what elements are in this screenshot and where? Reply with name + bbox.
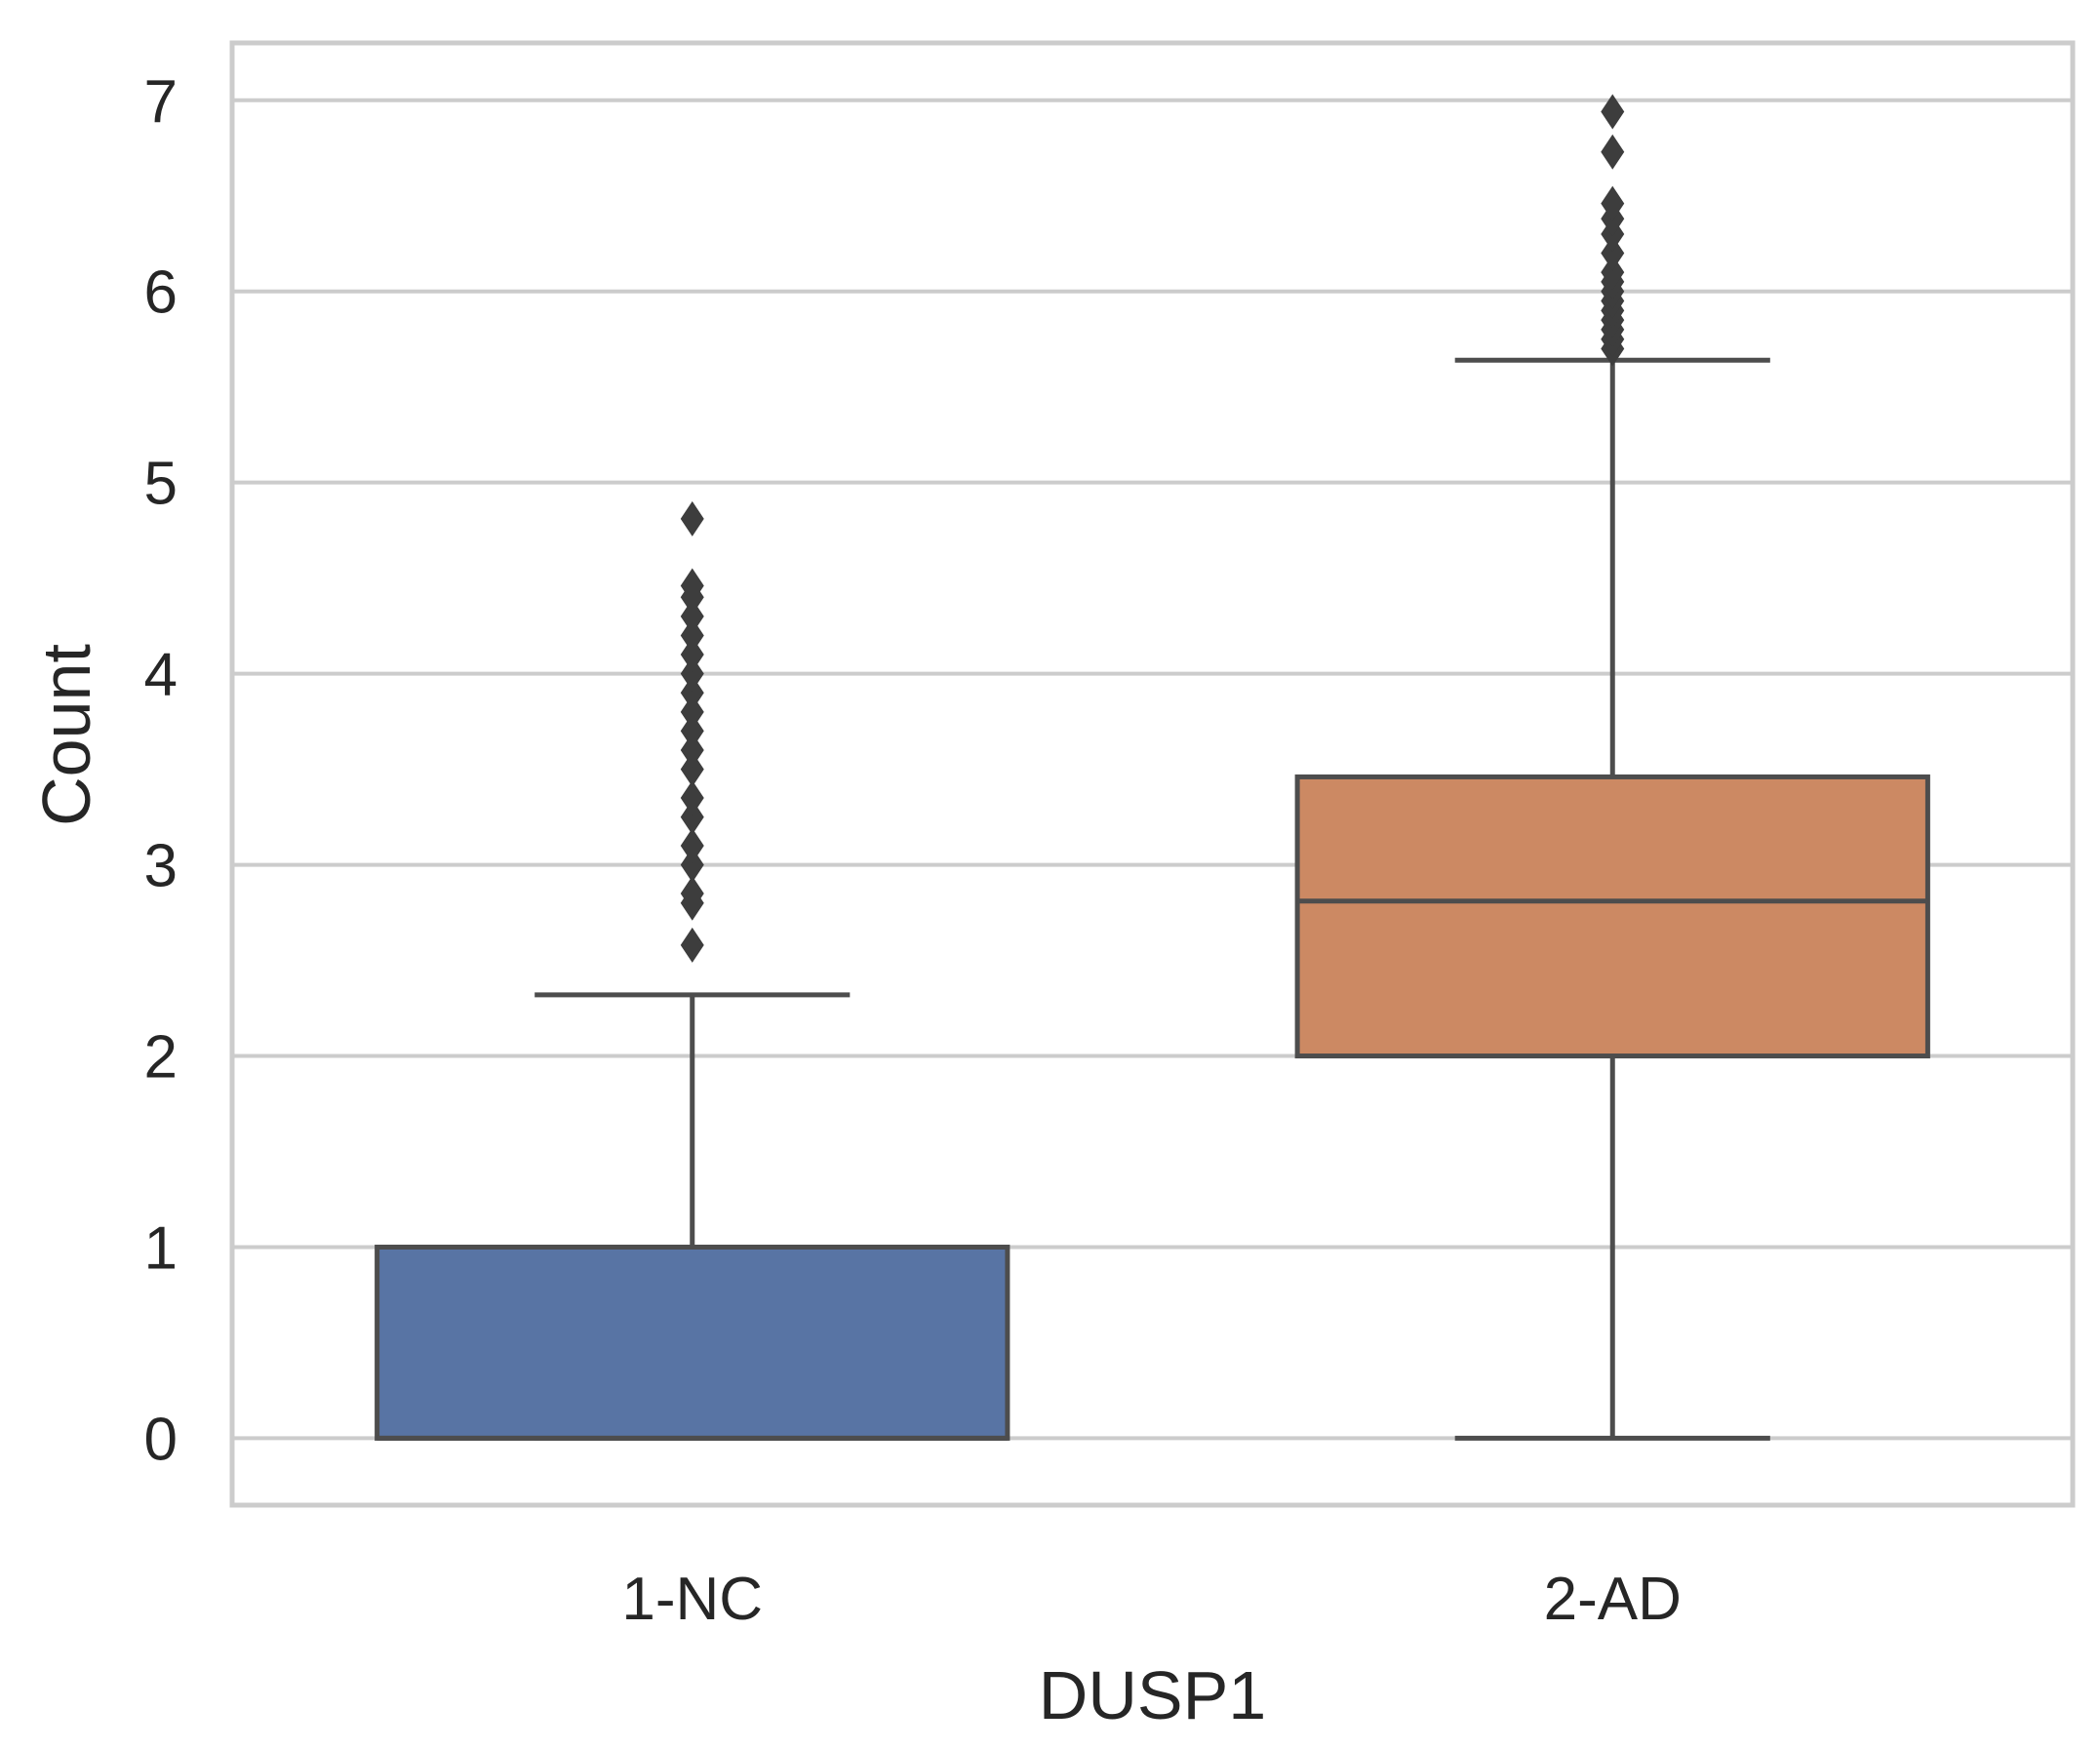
y-tick-label: 1	[144, 1214, 178, 1282]
outlier-point	[1601, 134, 1625, 170]
box-body	[1294, 774, 1930, 1059]
y-axis-label: Count	[28, 644, 104, 826]
outlier-point	[1601, 255, 1625, 291]
x-tick-labels: 1-NC 2-AD	[621, 1566, 1681, 1633]
x-tick-label: 2-AD	[1544, 1566, 1682, 1633]
outlier-point	[680, 875, 704, 911]
outlier-point	[1601, 235, 1625, 271]
outlier-point	[680, 637, 704, 673]
y-tick-label: 6	[144, 259, 178, 327]
plot-frame	[229, 40, 2076, 1508]
grid-lines	[232, 98, 2073, 1441]
outlier-point	[680, 675, 704, 711]
boxes	[375, 94, 1930, 1441]
outlier-point	[1601, 185, 1625, 221]
y-tick-label: 4	[144, 642, 178, 709]
outlier-point	[680, 713, 704, 749]
outlier-point	[680, 500, 704, 537]
outlier-point	[680, 568, 704, 604]
outlier-point	[680, 598, 704, 634]
y-tick-labels: 0 1 2 3 4 5 6 7	[144, 68, 178, 1474]
outlier-point	[680, 799, 704, 835]
outlier-point	[680, 847, 704, 883]
y-tick-label: 3	[144, 833, 178, 900]
outlier-point	[680, 827, 704, 863]
outlier-point	[680, 751, 704, 787]
box-body	[375, 1244, 1010, 1441]
x-tick-label: 1-NC	[621, 1566, 763, 1633]
outlier-point	[680, 656, 704, 692]
x-axis-label: DUSP1	[1039, 1657, 1266, 1733]
y-tick-label: 2	[144, 1024, 178, 1092]
y-tick-label: 7	[144, 68, 178, 136]
outlier-point	[680, 779, 704, 815]
outlier-point	[680, 617, 704, 654]
y-tick-label: 5	[144, 451, 178, 518]
outlier-point	[680, 694, 704, 730]
outlier-point	[680, 733, 704, 769]
y-tick-label: 0	[144, 1406, 178, 1473]
box-1-NC	[375, 500, 1010, 1441]
outlier-point	[1601, 94, 1625, 130]
outlier-point	[680, 927, 704, 963]
box-2-AD	[1294, 94, 1930, 1441]
